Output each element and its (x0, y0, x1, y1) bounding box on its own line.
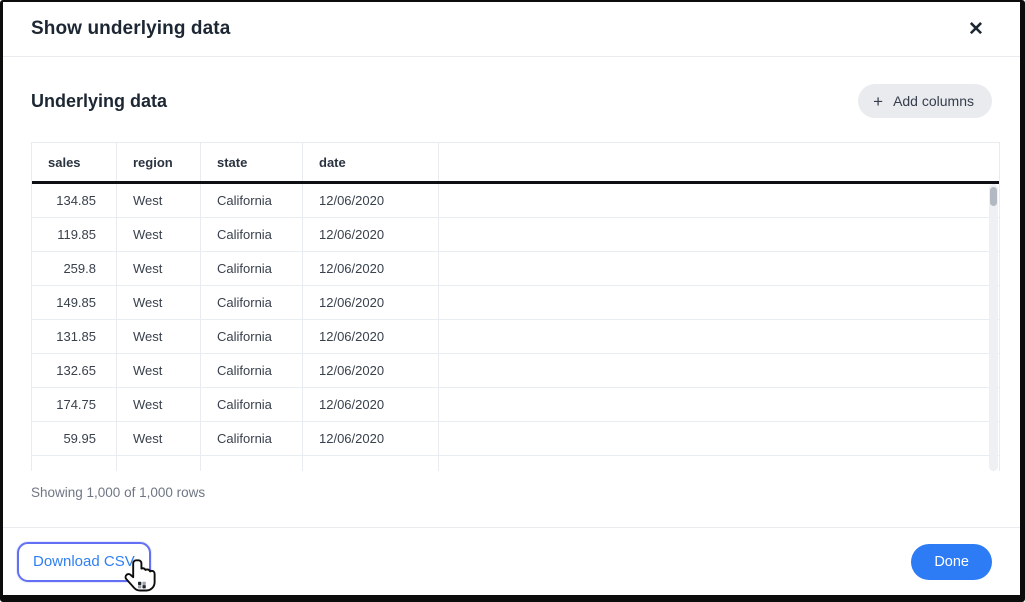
table-scrollbar-thumb[interactable] (990, 187, 997, 206)
download-csv-button[interactable]: Download CSV (17, 541, 151, 582)
table-row[interactable]: 131.85 West California 12/06/2020 (32, 320, 999, 354)
column-header-date[interactable]: date (303, 143, 439, 181)
modal-header: Show underlying data ✕ (3, 2, 1020, 57)
cell-region: West (117, 286, 201, 319)
cell-sales: 119.85 (32, 218, 117, 251)
cell-date: 12/06/2020 (303, 218, 439, 251)
cell-date: 12/06/2020 (303, 252, 439, 285)
cell-date: 12/06/2020 (303, 422, 439, 455)
cell-filler (439, 354, 999, 387)
cell-state: California (201, 218, 303, 251)
cell-region: West (117, 422, 201, 455)
modal-footer: Download CSV Done (3, 527, 1020, 595)
cell-state: California (201, 320, 303, 353)
table-row[interactable]: 134.85 West California 12/06/2020 (32, 184, 999, 218)
cell-sales: 131.85 (32, 320, 117, 353)
add-columns-button[interactable]: + Add columns (858, 84, 992, 118)
cell-filler (439, 218, 999, 251)
cell-region: West (117, 320, 201, 353)
cell-date: 12/06/2020 (303, 388, 439, 421)
cell-state: California (201, 286, 303, 319)
cell-sales: 134.85 (32, 184, 117, 217)
column-header-sales[interactable]: sales (32, 143, 117, 181)
table-row[interactable]: 119.85 West California 12/06/2020 (32, 218, 999, 252)
cell-filler (439, 388, 999, 421)
cell-sales: 259.8 (32, 252, 117, 285)
cell-sales: 174.75 (32, 388, 117, 421)
cell-filler (439, 184, 999, 217)
cell-date: 12/06/2020 (303, 286, 439, 319)
cell-state: California (201, 252, 303, 285)
column-header-filler (439, 143, 999, 181)
cell-region: West (117, 388, 201, 421)
underlying-data-table: sales region state date 134.85 West Cali… (31, 142, 1000, 471)
table-header-row: sales region state date (32, 143, 999, 184)
cell-state: California (201, 422, 303, 455)
close-icon[interactable]: ✕ (962, 15, 990, 43)
plus-icon: + (873, 91, 884, 111)
section-title: Underlying data (31, 90, 168, 111)
table-scrollbar-track[interactable] (989, 184, 998, 471)
table-body: 134.85 West California 12/06/2020 119.85… (32, 184, 999, 471)
table-row[interactable]: 259.8 West California 12/06/2020 (32, 252, 999, 286)
cell-sales: 132.65 (32, 354, 117, 387)
cell-sales: 149.85 (32, 286, 117, 319)
add-columns-label: Add columns (893, 93, 974, 109)
cell-region: West (117, 354, 201, 387)
cell-filler (439, 320, 999, 353)
table-row[interactable]: 132.65 West California 12/06/2020 (32, 354, 999, 388)
cell-filler (439, 422, 999, 455)
cell-sales: 59.95 (32, 422, 117, 455)
table-row[interactable]: 174.75 West California 12/06/2020 (32, 388, 999, 422)
done-button[interactable]: Done (911, 543, 992, 580)
cell-state: California (201, 354, 303, 387)
row-count-status: Showing 1,000 of 1,000 rows (31, 485, 206, 500)
cell-region: West (117, 184, 201, 217)
cell-state: California (201, 184, 303, 217)
cell-date: 12/06/2020 (303, 354, 439, 387)
cell-state: California (201, 388, 303, 421)
modal-content: Underlying data + Add columns sales regi… (3, 81, 1020, 500)
table-row-partial (32, 456, 999, 471)
column-header-region[interactable]: region (117, 143, 201, 181)
section-head: Underlying data + Add columns (31, 81, 992, 121)
cell-date: 12/06/2020 (303, 184, 439, 217)
cell-region: West (117, 218, 201, 251)
cell-date: 12/06/2020 (303, 320, 439, 353)
table-row[interactable]: 149.85 West California 12/06/2020 (32, 286, 999, 320)
table-row[interactable]: 59.95 West California 12/06/2020 (32, 422, 999, 456)
cell-filler (439, 252, 999, 285)
column-header-state[interactable]: state (201, 143, 303, 181)
modal-title: Show underlying data (31, 18, 231, 39)
cell-filler (439, 286, 999, 319)
cell-region: West (117, 252, 201, 285)
